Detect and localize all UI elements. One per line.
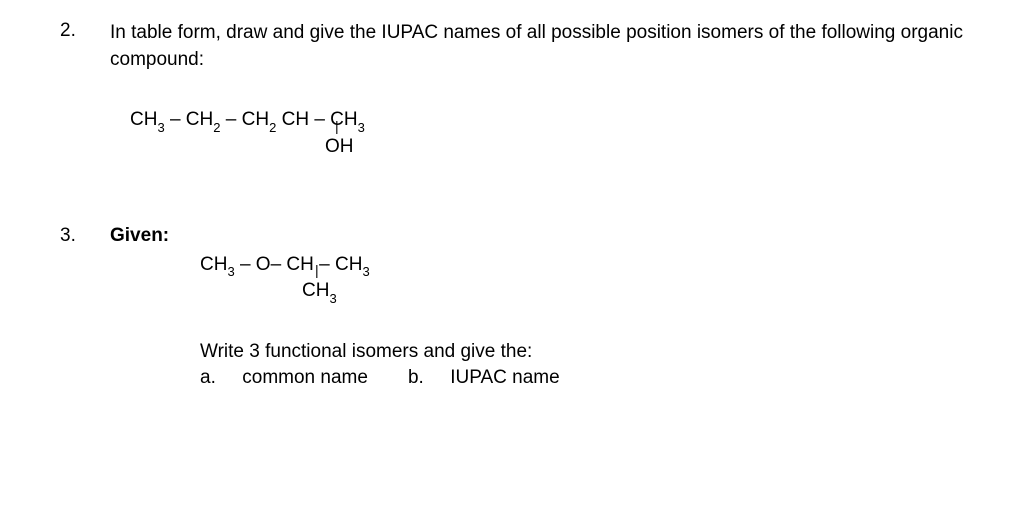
subpart-a: a. common name [200, 367, 368, 389]
bond-line-icon: | [335, 117, 339, 135]
subinstruction: Write 3 functional isomers and give the: [200, 341, 984, 363]
question-3: 3. Given: CH3 – O– CH – CH3 | CH3 Write … [60, 225, 984, 389]
structural-formula: CH3 – O– CH – CH3 | CH3 [200, 253, 984, 306]
formula-branch: | CH3 [200, 279, 984, 306]
question-body: Given: CH3 – O– CH – CH3 | CH3 Write 3 f… [110, 225, 984, 389]
question-number: 2. [60, 20, 110, 195]
given-label: Given: [110, 225, 984, 247]
subparts-row: a. common name b. IUPAC name [200, 367, 984, 389]
question-number: 3. [60, 225, 110, 389]
bond-line-icon: | [315, 261, 319, 279]
question-body: In table form, draw and give the IUPAC n… [110, 20, 984, 195]
subpart-b: b. IUPAC name [408, 367, 560, 389]
question-2: 2. In table form, draw and give the IUPA… [60, 20, 984, 195]
structural-formula: CH3 – CH2 – CH2 CH – CH3 | OH [130, 108, 984, 159]
formula-chain: CH3 – CH2 – CH2 CH – CH3 [130, 108, 984, 135]
subparts: Write 3 functional isomers and give the:… [200, 341, 984, 389]
instruction-text: In table form, draw and give the IUPAC n… [110, 20, 984, 73]
formula-branch: | OH [130, 135, 984, 160]
